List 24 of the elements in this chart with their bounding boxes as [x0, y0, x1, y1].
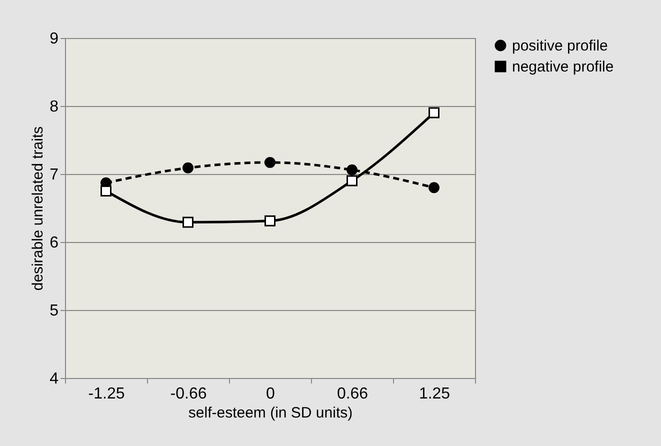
- y-tick-label: 9: [50, 30, 59, 48]
- y-tick-label: 8: [50, 98, 59, 116]
- legend-label: negative profile: [512, 58, 614, 76]
- point: [182, 162, 194, 174]
- point: [182, 216, 194, 228]
- x-tick-label: 0: [266, 386, 276, 402]
- y-tick-label: 5: [50, 302, 59, 320]
- point: [346, 164, 358, 176]
- legend-label: positive profile: [512, 38, 608, 54]
- point: [346, 175, 358, 186]
- x-tick-label: -0.66: [170, 386, 207, 402]
- point: [264, 215, 276, 226]
- y-tick-label: 7: [50, 166, 59, 184]
- point: [428, 107, 440, 118]
- point: [100, 186, 112, 196]
- y-tick-label: 6: [50, 234, 59, 252]
- x-tick-label: 1.25: [418, 386, 450, 402]
- y-tick-label: 4: [50, 370, 59, 388]
- point: [428, 182, 440, 194]
- x-tick-label: -1.25: [88, 386, 125, 402]
- x-axis-title: self-esteem (in SD units): [188, 404, 353, 422]
- point: [264, 156, 276, 168]
- y-axis-title: desirable unrelated traits: [30, 126, 47, 291]
- x-tick-label: 0.66: [336, 386, 368, 402]
